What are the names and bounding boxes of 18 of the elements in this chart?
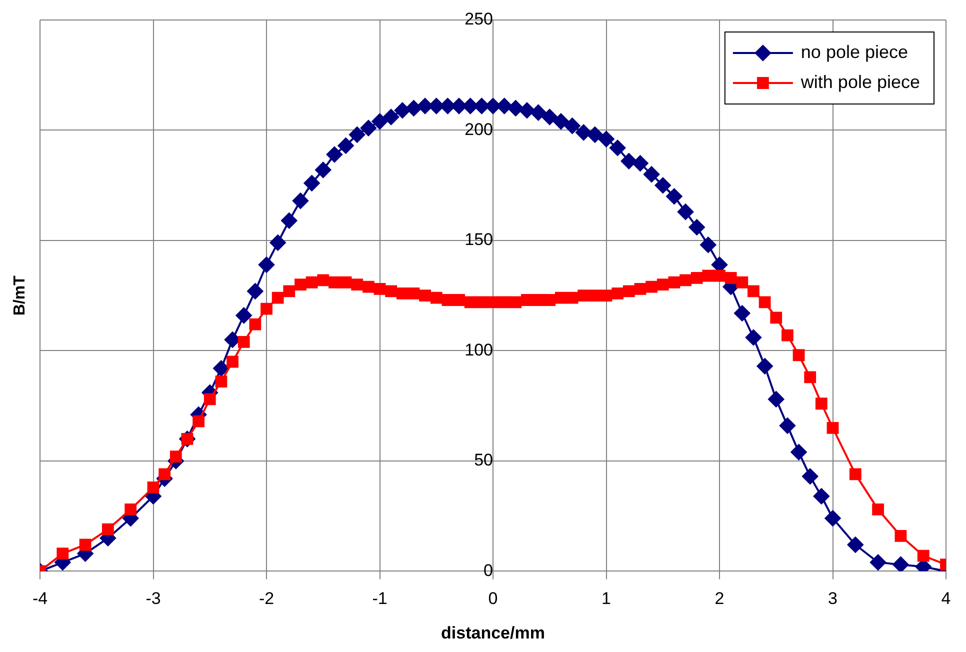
x-tick-label: 2 (714, 589, 724, 608)
legend-label: with pole piece (800, 72, 920, 92)
y-tick-label: 200 (464, 120, 493, 139)
x-tick-label: -1 (372, 589, 388, 608)
y-tick-label: 100 (464, 340, 493, 360)
x-axis-title: distance/mm (441, 623, 545, 642)
x-tick-label: 1 (602, 589, 611, 608)
x-tick-label: -2 (258, 589, 274, 608)
x-tick-label: -3 (146, 589, 161, 608)
x-tick-label: 4 (941, 589, 951, 608)
y-tick-label: 50 (474, 450, 493, 470)
x-tick-label: 3 (828, 589, 838, 608)
y-axis-title: B/mT (11, 275, 28, 316)
y-tick-label: 250 (464, 10, 493, 29)
y-tick-label: 150 (464, 230, 493, 250)
legend-label: no pole piece (800, 42, 908, 62)
y-tick-label: 0 (484, 560, 493, 580)
x-tick-label: -4 (32, 589, 48, 608)
